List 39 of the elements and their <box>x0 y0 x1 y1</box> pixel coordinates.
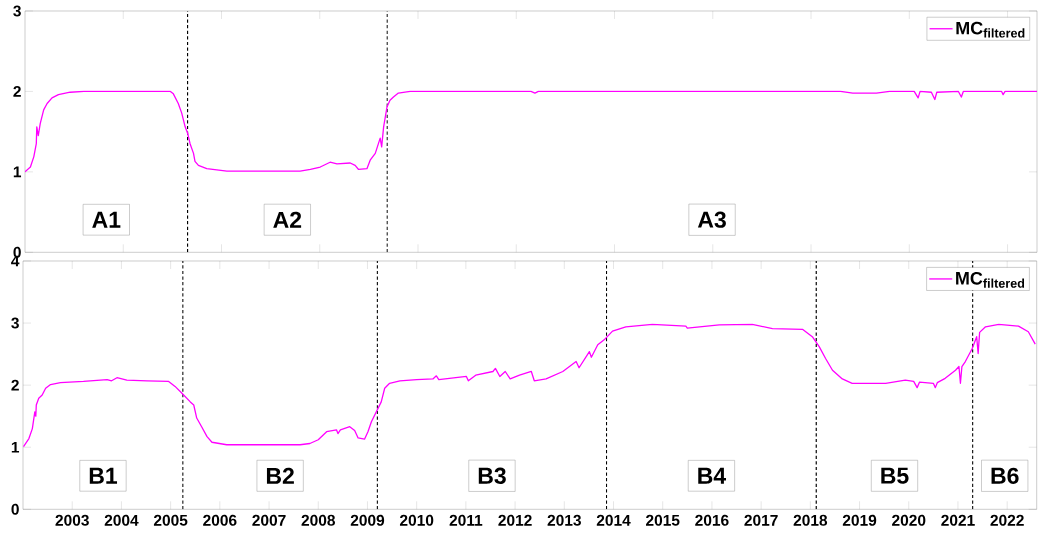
x-tick-label: 2019 <box>842 514 877 526</box>
y-tick-label: 3 <box>13 5 21 17</box>
x-tick-label: 2008 <box>301 514 336 526</box>
annotation: B2 <box>266 467 294 484</box>
y-tick-label: 2 <box>11 379 19 391</box>
x-tick-label: 2016 <box>695 514 729 526</box>
x-tick-label: 2007 <box>252 514 286 526</box>
annotation: B6 <box>991 467 1019 484</box>
y-tick-label: 1 <box>11 441 20 453</box>
x-tick-label: 2021 <box>941 514 975 526</box>
x-tick-label: 2003 <box>55 514 89 526</box>
annotation: B3 <box>478 467 506 484</box>
y-tick-label: 0 <box>11 503 19 515</box>
y-tick-label: 1 <box>13 166 22 178</box>
x-tick-label: 2014 <box>596 514 631 526</box>
x-tick-label: 2018 <box>793 514 828 526</box>
x-tick-label: 2020 <box>892 514 926 526</box>
annotation: A2 <box>273 211 302 228</box>
x-tick-label: 2005 <box>153 514 188 526</box>
x-tick-label: 2015 <box>646 514 680 526</box>
y-tick-label: 2 <box>13 86 21 97</box>
x-tick-label: 2013 <box>547 514 581 526</box>
annotation: A1 <box>92 211 121 228</box>
x-tick-label: 2017 <box>744 514 778 526</box>
legend-label: MC$_{filtered}$ <box>956 271 1025 288</box>
x-tick-label: 2009 <box>350 514 385 526</box>
line-series <box>25 90 1038 173</box>
annotation: B1 <box>89 467 118 484</box>
x-tick-label: 2004 <box>104 514 139 526</box>
annotation: B4 <box>698 467 727 484</box>
x-tick-label: 2011 <box>449 514 483 526</box>
x-tick-label: 2010 <box>399 514 434 526</box>
annotation: A3 <box>697 211 726 228</box>
y-tick-label: 3 <box>11 317 19 329</box>
x-tick-label: 2012 <box>498 514 532 526</box>
x-tick-label: 2022 <box>990 514 1024 526</box>
x-tick-label: 2006 <box>203 514 237 526</box>
annotation: B5 <box>881 467 909 484</box>
legend-label: MC$_{filtered}$ <box>956 21 1025 38</box>
